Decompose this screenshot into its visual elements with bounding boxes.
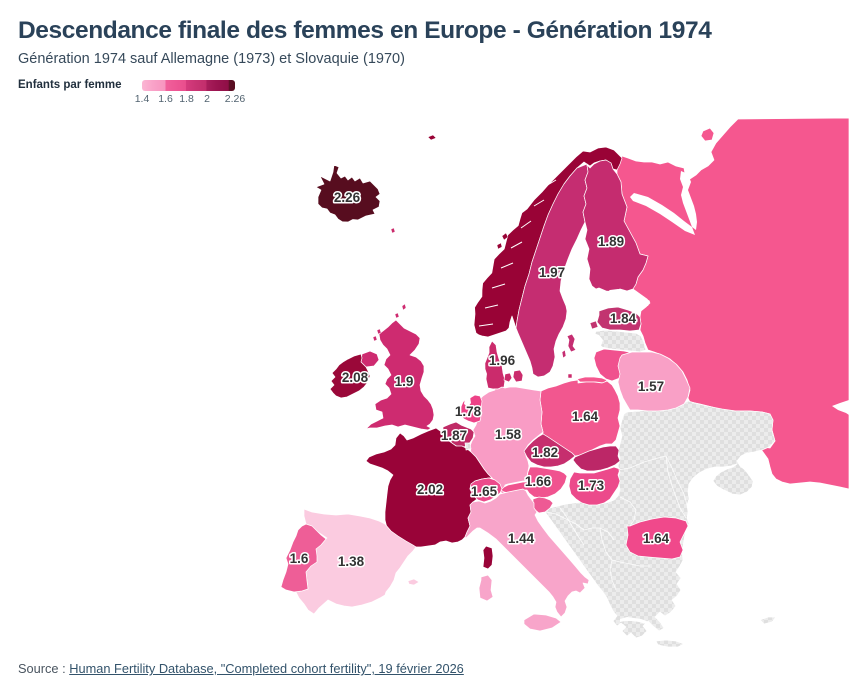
svg-text:1.44: 1.44 (508, 531, 535, 546)
svg-text:1.82: 1.82 (532, 445, 558, 460)
svg-text:1.87: 1.87 (441, 428, 467, 443)
svg-text:1.64: 1.64 (572, 409, 599, 424)
svg-text:1.38: 1.38 (338, 554, 365, 569)
svg-text:1.64: 1.64 (643, 531, 670, 546)
svg-text:1.78: 1.78 (455, 404, 482, 419)
svg-text:1.6: 1.6 (290, 551, 309, 566)
svg-text:1.97: 1.97 (539, 265, 565, 280)
svg-text:2.02: 2.02 (417, 482, 443, 497)
svg-text:1.66: 1.66 (525, 474, 552, 489)
svg-text:1.89: 1.89 (598, 234, 624, 249)
svg-text:1.9: 1.9 (395, 374, 414, 389)
svg-text:1.65: 1.65 (471, 484, 498, 499)
svg-text:1.73: 1.73 (578, 478, 605, 493)
svg-text:2.26: 2.26 (334, 190, 361, 205)
svg-text:2.08: 2.08 (342, 370, 369, 385)
svg-text:1.96: 1.96 (489, 353, 516, 368)
svg-text:1.84: 1.84 (610, 311, 637, 326)
svg-text:1.57: 1.57 (638, 379, 664, 394)
svg-text:1.58: 1.58 (495, 427, 522, 442)
